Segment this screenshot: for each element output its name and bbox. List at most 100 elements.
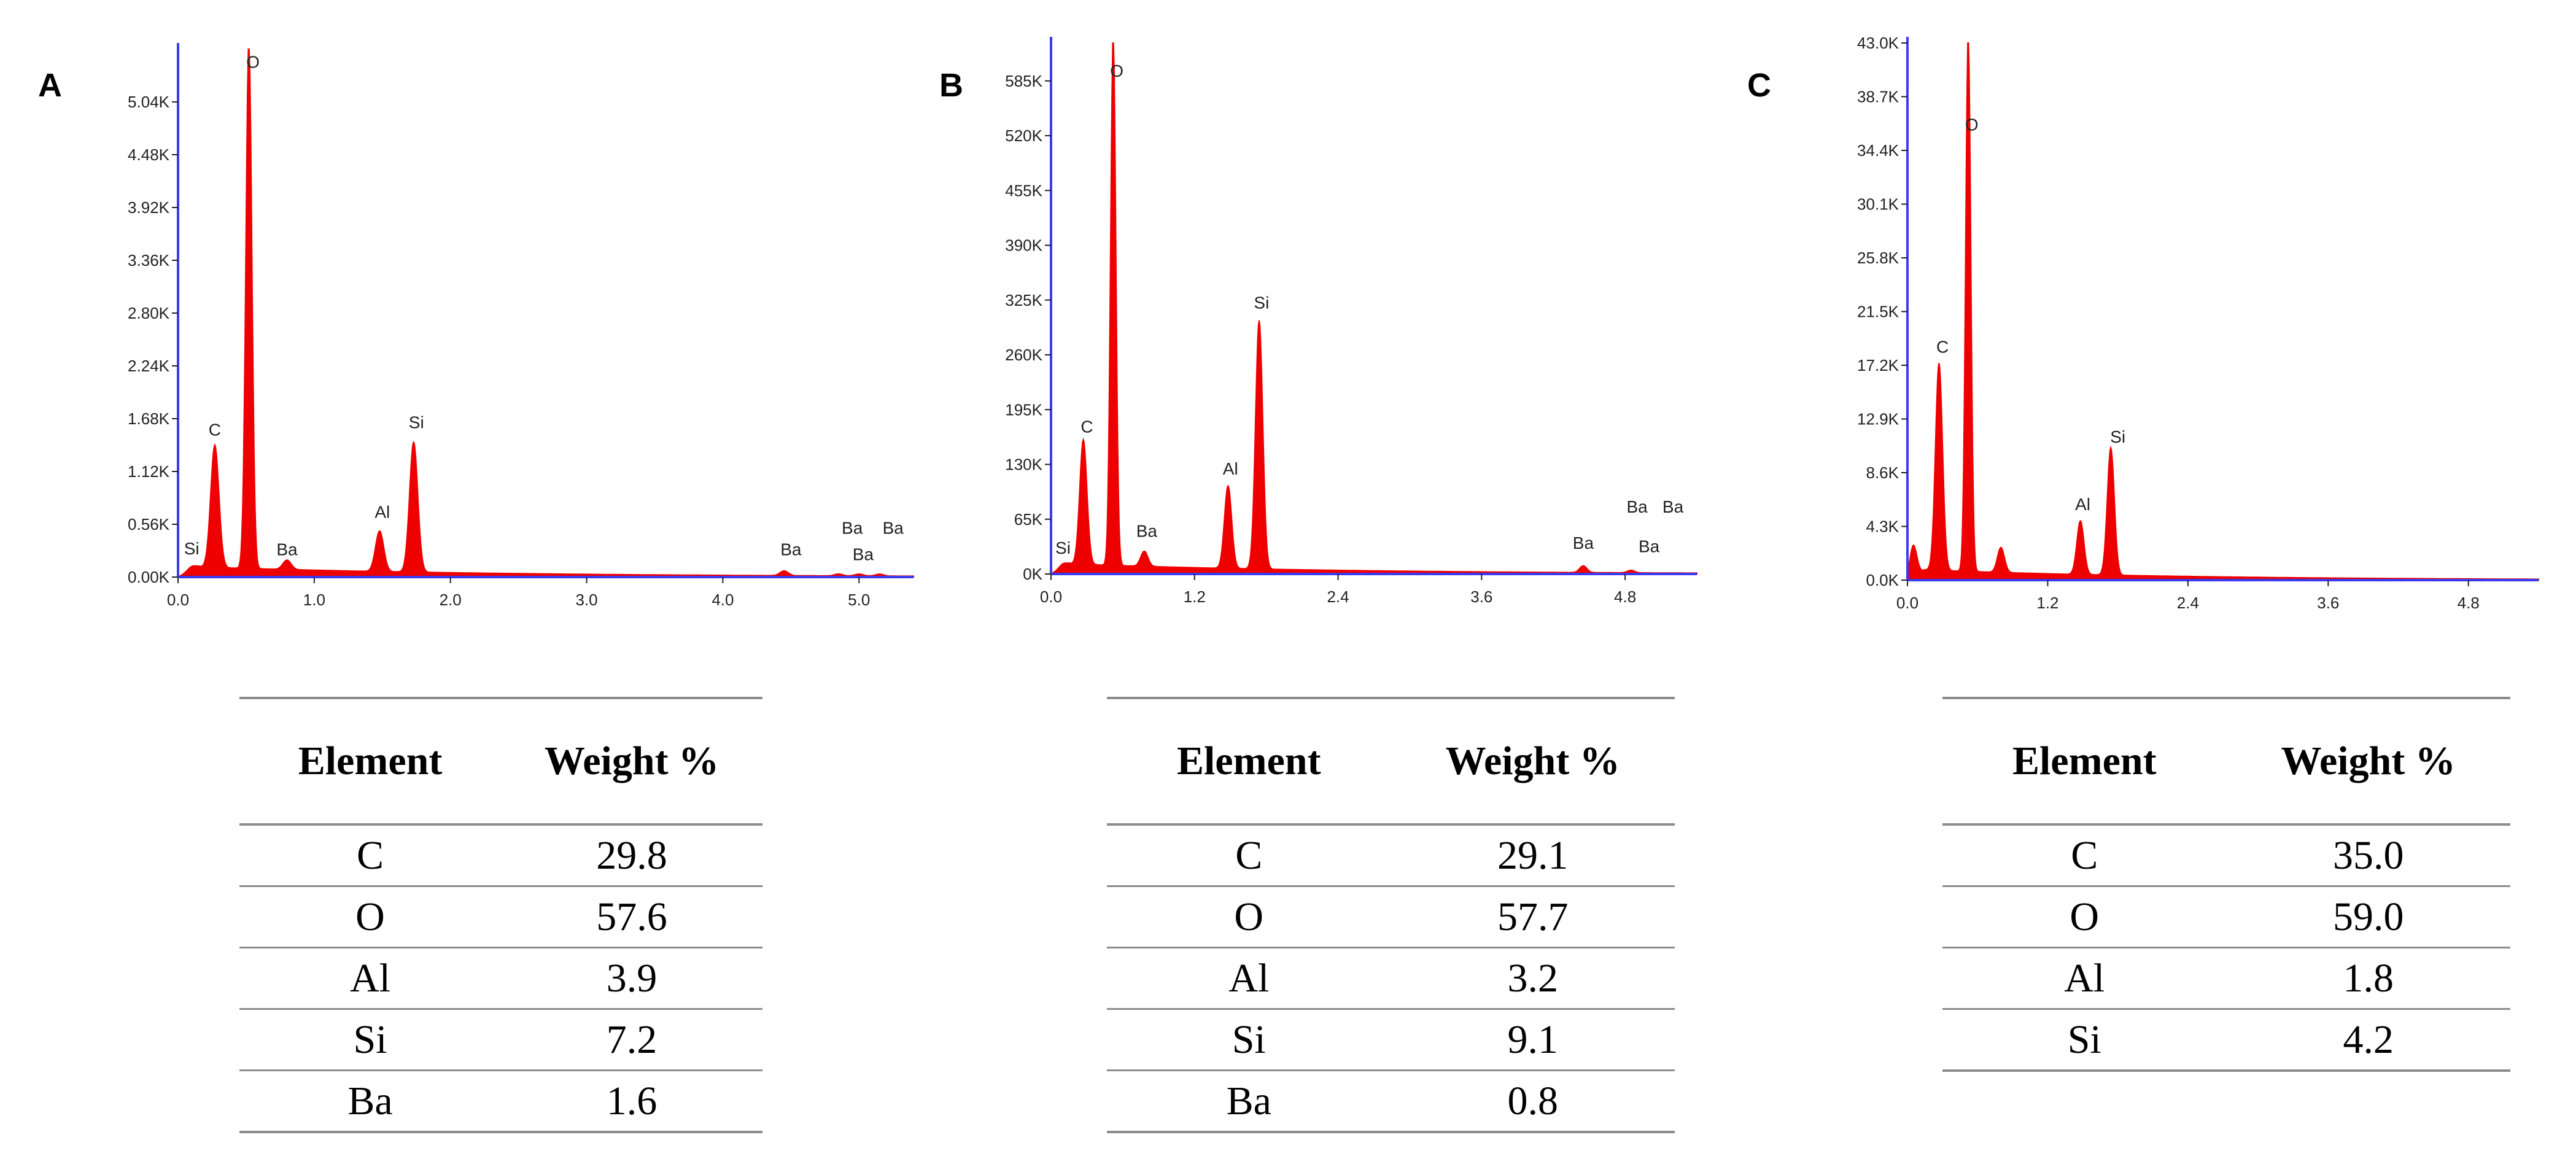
y-tick-label: 8.6K — [1866, 463, 1899, 482]
y-tick-label: 585K — [1005, 72, 1042, 90]
y-tick-label: 12.9K — [1857, 410, 1899, 429]
y-tick-label: 65K — [1014, 510, 1043, 529]
spectrum-area — [1907, 42, 2539, 581]
x-tick-label: 3.6 — [2317, 594, 2339, 612]
table-row: Al 1.8 — [1942, 947, 2510, 1010]
x-tick-label: 2.0 — [440, 591, 462, 609]
table-row: Si 4.2 — [1942, 1009, 2510, 1072]
element-cell: Si — [1942, 1009, 2227, 1072]
x-tick-label: 2.4 — [2177, 594, 2199, 612]
weight-cell: 1.6 — [501, 1070, 762, 1133]
table-row: C 29.8 — [239, 824, 762, 887]
y-tick-label: 4.48K — [128, 145, 170, 164]
x-tick-label: 1.2 — [1184, 588, 1206, 606]
element-cell: O — [1107, 886, 1391, 948]
y-tick-label: 3.36K — [128, 251, 170, 270]
peak-label: O — [1110, 61, 1123, 80]
x-tick-label: 2.4 — [1327, 588, 1349, 606]
weight-header: Weight % — [2226, 697, 2510, 826]
x-tick-label: 0.0 — [1040, 588, 1062, 606]
peak-label: C — [1936, 338, 1949, 357]
y-tick-label: 1.68K — [128, 409, 170, 428]
y-tick-label: 325K — [1005, 291, 1042, 309]
element-cell: Al — [1942, 947, 2227, 1010]
table-row: Al 3.2 — [1107, 947, 1675, 1010]
peak-label: Si — [184, 539, 200, 558]
panel-letter: A — [38, 67, 62, 104]
peak-label: Ba — [1626, 497, 1648, 516]
x-tick-label: 4.0 — [712, 591, 734, 609]
y-tick-label: 130K — [1005, 456, 1042, 474]
y-tick-label: 21.5K — [1857, 303, 1899, 321]
table-row: Si 9.1 — [1107, 1009, 1675, 1071]
y-tick-label: 25.8K — [1857, 249, 1899, 267]
weight-cell: 3.2 — [1391, 947, 1675, 1010]
table-row: Al 3.9 — [239, 947, 762, 1010]
y-tick-label: 38.7K — [1857, 88, 1899, 106]
weight-cell: 0.8 — [1391, 1070, 1675, 1133]
peak-label: O — [246, 53, 260, 72]
weight-cell: 4.2 — [2226, 1009, 2510, 1072]
eds-spectrum-chart-c: 0.0K 4.3K 8.6K 12.9K 17.2K 21.5K 25.8K 30.1K 34.… — [1857, 34, 2539, 612]
y-tick-label: 1.12K — [128, 462, 170, 481]
y-tick-label: 5.04K — [128, 93, 170, 111]
spectrum-area — [1049, 42, 1697, 575]
peak-label: Ba — [883, 518, 904, 537]
weight-cell: 1.8 — [2226, 947, 2510, 1010]
x-tick-label: 3.6 — [1470, 588, 1492, 606]
panel-b: B 0K 65K 130K 195K 260K 325K 390K 455K 520K 585K 0… — [858, 0, 1717, 1175]
y-tick-label: 17.2K — [1857, 356, 1899, 374]
eds-spectrum-chart-a: 0.00K 0.56K 1.12K 1.68K 2.24K 2.80K 3.36K 3.92K… — [128, 43, 914, 609]
y-tick-label: 2.80K — [128, 304, 170, 322]
element-cell: Ba — [1107, 1070, 1391, 1133]
peak-label: Si — [409, 413, 424, 432]
peak-label: C — [1080, 417, 1093, 436]
table-row: O 57.7 — [1107, 886, 1675, 948]
y-tick-label: 0.0K — [1866, 571, 1899, 589]
weight-cell: 3.9 — [501, 947, 762, 1010]
weight-cell: 57.7 — [1391, 886, 1675, 948]
table-row: O 59.0 — [1942, 886, 2510, 948]
element-cell: Si — [1107, 1009, 1391, 1071]
element-cell: O — [239, 886, 501, 948]
y-tick-label: 260K — [1005, 346, 1042, 364]
peak-label: Ba — [276, 540, 298, 559]
x-tick-label: 1.0 — [303, 591, 325, 609]
peak-label: Ba — [842, 518, 863, 537]
table-row: Ba 0.8 — [1107, 1070, 1675, 1133]
peak-label: Al — [1223, 459, 1238, 478]
peak-label: O — [1965, 115, 1979, 134]
weight-cell: 7.2 — [501, 1009, 762, 1071]
element-cell: Al — [239, 947, 501, 1010]
panel-c: C 0.0K 4.3K 8.6K 12.9K 17.2K 21.5K 25.8K 30.1K 3… — [1717, 0, 2575, 1175]
table-row: C 29.1 — [1107, 824, 1675, 887]
peak-label: Si — [1055, 538, 1071, 557]
x-tick-label: 0.0 — [167, 591, 189, 609]
x-tick-label: 4.8 — [2458, 594, 2480, 612]
x-tick-label: 1.2 — [2036, 594, 2058, 612]
element-cell: C — [1942, 824, 2227, 887]
y-tick-label: 0K — [1023, 565, 1042, 583]
table-row: Si 7.2 — [239, 1009, 762, 1071]
peak-label: Ba — [1639, 537, 1660, 556]
element-cell: O — [1942, 886, 2227, 948]
weight-table-a: Element Weight % C 29.8 O 57.6 Al 3.9 Si 7.2… — [239, 697, 762, 1133]
weight-cell: 35.0 — [2226, 824, 2510, 887]
y-tick-label: 3.92K — [128, 198, 170, 217]
peak-label: Al — [2075, 495, 2090, 514]
x-tick-label: 5.0 — [848, 591, 870, 609]
peak-label: Si — [1254, 293, 1269, 312]
spectrum-area — [176, 48, 914, 578]
peak-label: Ba — [1662, 497, 1684, 516]
element-cell: C — [1107, 824, 1391, 887]
x-tick-label: 3.0 — [575, 591, 597, 609]
y-tick-label: 195K — [1005, 400, 1042, 419]
peak-label: Ba — [1573, 533, 1594, 553]
weight-cell: 29.1 — [1391, 824, 1675, 887]
weight-table-b: Element Weight % C 29.1 O 57.7 Al 3.2 Si 9.1… — [1107, 697, 1675, 1133]
y-tick-label: 390K — [1005, 236, 1042, 255]
table-header-row: Element Weight % — [1107, 697, 1675, 826]
element-cell: C — [239, 824, 501, 887]
y-tick-label: 34.4K — [1857, 141, 1899, 160]
table-row: O 57.6 — [239, 886, 762, 948]
